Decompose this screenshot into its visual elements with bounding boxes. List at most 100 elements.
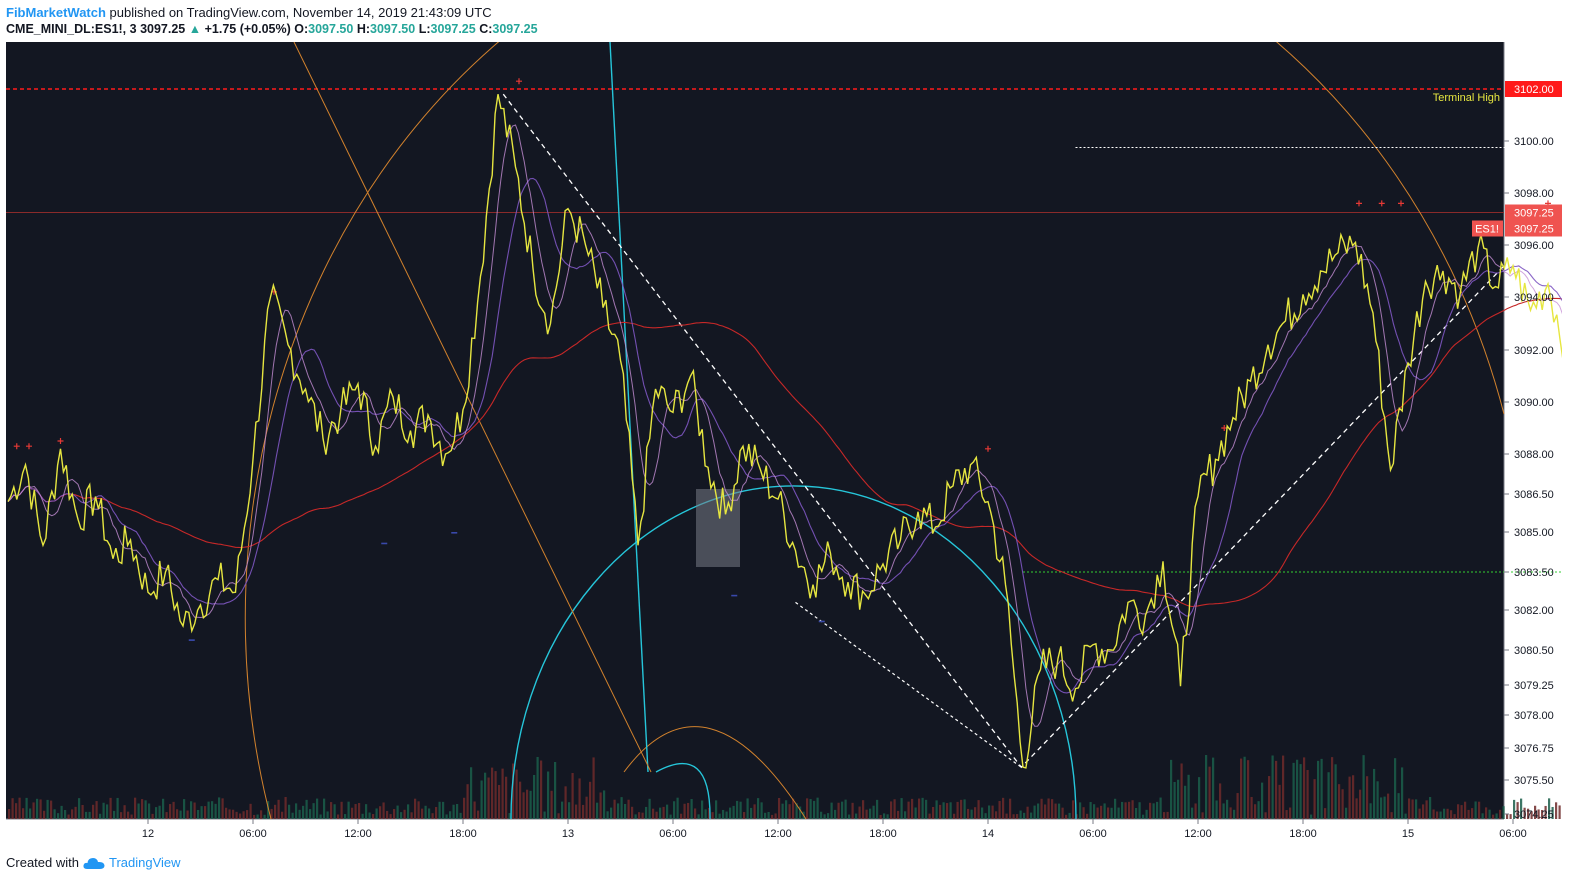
- tradingview-link[interactable]: TradingView: [108, 855, 181, 870]
- volume-bar: [407, 804, 410, 819]
- volume-bar: [1219, 783, 1222, 819]
- low-label: L:: [418, 22, 431, 36]
- volume-bar: [974, 807, 977, 819]
- volume-bar: [179, 810, 182, 819]
- volume-bar: [1128, 801, 1131, 819]
- volume-bar: [99, 813, 102, 819]
- volume-bar: [186, 810, 189, 819]
- volume-bar: [1065, 814, 1068, 819]
- volume-bar: [732, 805, 735, 819]
- volume-bar: [1324, 808, 1327, 819]
- volume-bar: [32, 802, 35, 819]
- volume-bar: [1530, 811, 1533, 819]
- volume-bar: [704, 809, 707, 819]
- volume-bar: [596, 802, 599, 819]
- volume-bar: [911, 798, 914, 819]
- volume-bar: [1226, 799, 1229, 819]
- close-label: C:: [479, 22, 493, 36]
- volume-bar: [1268, 776, 1271, 819]
- volume-bar: [522, 792, 525, 819]
- volume-bar: [305, 799, 308, 819]
- volume-bar: [277, 799, 280, 819]
- volume-bar: [603, 790, 606, 819]
- volume-bar: [232, 809, 235, 819]
- volume-bar: [400, 812, 403, 819]
- volume-bar: [81, 804, 84, 819]
- volume-bar: [1201, 812, 1204, 819]
- volume-bar: [1205, 755, 1208, 819]
- volume-bar: [1478, 801, 1481, 819]
- volume-bar: [470, 767, 473, 819]
- volume-bar: [907, 801, 910, 819]
- cyan-small-arc: [655, 762, 711, 820]
- volume-bar: [1345, 807, 1348, 819]
- volume-bar: [274, 804, 277, 819]
- open-value: 3097.50: [308, 22, 354, 36]
- chart-area[interactable]: (3099.75)(3083.50)Terminal High 3100.003…: [6, 0, 1588, 846]
- volume-bar: [1352, 775, 1355, 819]
- volume-bar: [1100, 805, 1103, 819]
- volume-bar: [1394, 758, 1397, 819]
- y-tick-label: 3082.00: [1514, 605, 1554, 617]
- volume-bar: [928, 813, 931, 819]
- volume-bar: [823, 814, 826, 819]
- volume-bar: [1299, 764, 1302, 819]
- volume-bar: [1278, 784, 1281, 819]
- change-value: +1.75 (+0.05%): [204, 22, 291, 36]
- volume-bar: [116, 797, 119, 819]
- volume-bar: [442, 801, 445, 819]
- volume-bar: [701, 800, 704, 819]
- footer: Created with TradingView: [6, 855, 181, 870]
- volume-bar: [505, 776, 508, 819]
- volume-bar: [1208, 766, 1211, 819]
- volume-bar: [764, 812, 767, 819]
- volume-bar: [1527, 808, 1530, 819]
- volume-bar: [386, 810, 389, 819]
- volume-bar: [466, 784, 469, 819]
- volume-bar: [739, 801, 742, 819]
- volume-bar: [428, 808, 431, 819]
- y-tick-label: 3079.25: [1514, 680, 1554, 692]
- volume-bar: [263, 814, 266, 819]
- volume-bar: [585, 796, 588, 819]
- volume-bar: [239, 813, 242, 819]
- y-tick-label: 3088.00: [1514, 449, 1554, 461]
- volume-bar: [1089, 802, 1092, 819]
- volume-bar: [18, 797, 21, 819]
- volume-bar: [578, 778, 581, 819]
- volume-bar: [340, 801, 343, 819]
- author-link[interactable]: FibMarketWatch: [6, 5, 106, 20]
- volume-bar: [760, 802, 763, 819]
- volume-bar: [589, 781, 592, 819]
- signal-dash-marker: [731, 594, 738, 597]
- volume-bar: [543, 811, 546, 819]
- y-tick-label: 3094.00: [1514, 292, 1554, 304]
- volume-bar: [281, 811, 284, 819]
- volume-bar: [634, 814, 637, 819]
- volume-bar: [354, 804, 357, 819]
- volume-bar: [347, 801, 350, 819]
- volume-bar: [144, 800, 147, 819]
- volume-bar: [1173, 782, 1176, 819]
- volume-bar: [865, 809, 868, 819]
- volume-bar: [337, 814, 340, 819]
- volume-bar: [536, 756, 539, 819]
- volume-bar: [368, 812, 371, 819]
- volume-bar: [540, 760, 543, 819]
- volume-bar: [1243, 756, 1246, 819]
- volume-bar: [1425, 800, 1428, 819]
- volume-bar: [550, 790, 553, 819]
- volume-bar: [1488, 809, 1491, 819]
- volume-bar: [655, 811, 658, 819]
- volume-bar: [795, 803, 798, 819]
- ohlc-line: CME_MINI_DL:ES1!, 3 3097.25 ▲ +1.75 (+0.…: [6, 21, 538, 38]
- price-scale-background[interactable]: [1504, 42, 1562, 846]
- volume-bar: [792, 798, 795, 819]
- price-chart[interactable]: (3099.75)(3083.50)Terminal High 3100.003…: [6, 0, 1588, 846]
- volume-bar: [715, 800, 718, 819]
- volume-bar: [652, 808, 655, 819]
- volume-bar: [312, 803, 315, 819]
- volume-bar: [571, 772, 574, 819]
- volume-bar: [225, 807, 228, 819]
- signal-plus-marker: [985, 445, 991, 452]
